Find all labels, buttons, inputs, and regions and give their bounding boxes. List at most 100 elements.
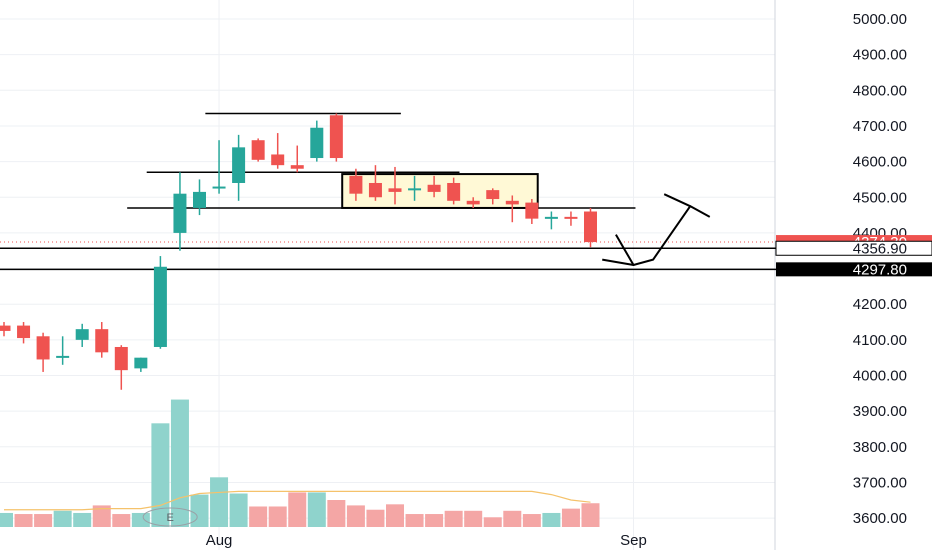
- volume-bar: [249, 506, 268, 527]
- candle: [447, 177, 461, 205]
- candle-body: [368, 182, 382, 198]
- volume-bar: [268, 506, 287, 527]
- candle: [584, 207, 597, 248]
- candle: [505, 195, 519, 223]
- candle-body: [17, 325, 31, 339]
- volume-bar: [522, 514, 541, 527]
- candle-body: [75, 329, 89, 340]
- projection-arrow-path: [615, 205, 711, 266]
- candle: [134, 357, 148, 372]
- candle: [290, 145, 304, 173]
- candle-body: [193, 191, 206, 208]
- candle-body: [232, 147, 246, 183]
- time-axis: Aug Sep: [206, 532, 647, 549]
- candle-body: [329, 115, 343, 159]
- candle-body: [36, 336, 50, 360]
- volume-bar: [288, 492, 307, 527]
- candle-body: [153, 266, 167, 347]
- candle-body: [388, 188, 402, 192]
- candle: [427, 175, 441, 198]
- candle-body: [408, 188, 422, 191]
- volume-bar: [151, 423, 170, 527]
- volume-bar: [170, 399, 189, 527]
- candle-body: [447, 182, 461, 201]
- candle-body: [310, 127, 324, 159]
- candle: [153, 256, 167, 349]
- volume-bar: [405, 514, 424, 527]
- candle: [329, 113, 343, 162]
- candle: [310, 120, 324, 162]
- support-upper-badge: [775, 240, 932, 256]
- volume-bar: [464, 510, 483, 527]
- volume-bar: [34, 514, 53, 527]
- candle: [17, 322, 31, 344]
- candle-body: [114, 346, 128, 371]
- support-lower-label: 4297.80: [853, 261, 907, 278]
- candle: [368, 165, 382, 201]
- volume-bar: [483, 517, 502, 527]
- candle-body: [56, 355, 70, 358]
- volume-bar: [229, 493, 248, 527]
- projection-arrow-head: [663, 193, 691, 208]
- candle-body: [271, 154, 285, 166]
- volume-bar: [425, 514, 444, 527]
- candle: [0, 322, 11, 337]
- candle: [564, 211, 578, 226]
- candle: [271, 133, 285, 169]
- volume-bar: [112, 514, 131, 527]
- candle-body: [427, 184, 441, 192]
- candle: [56, 336, 70, 365]
- volume-bar: [561, 508, 580, 527]
- price-tick-label: 4100.00: [853, 332, 907, 349]
- candle: [408, 175, 422, 201]
- volume-bar: [307, 492, 326, 527]
- candle-body: [486, 190, 500, 200]
- candle: [349, 168, 363, 201]
- volume-ma-line: [4, 490, 591, 511]
- candle-series: [0, 113, 597, 390]
- price-tick-label: 4200.00: [853, 296, 907, 313]
- candle: [544, 211, 558, 230]
- time-tick-label: Sep: [620, 532, 647, 549]
- candle: [486, 188, 500, 205]
- candle: [466, 197, 480, 208]
- volume-bar: [53, 510, 72, 527]
- volume-bar: [503, 510, 522, 527]
- volume-bar: [542, 512, 561, 527]
- volume-bar: [581, 503, 600, 527]
- volume-bar: [0, 512, 13, 527]
- volume-series: [0, 399, 600, 527]
- candle-body: [564, 216, 578, 219]
- earnings-event-badge: [142, 507, 198, 527]
- volume-bar: [444, 510, 463, 527]
- volume-bar: [92, 505, 111, 527]
- candle-body: [584, 211, 597, 243]
- candle: [525, 199, 539, 224]
- candle-body: [251, 140, 265, 160]
- earnings-event-label: E: [167, 512, 174, 524]
- candle-body: [525, 202, 539, 219]
- price-tick-label: 4800.00: [853, 82, 907, 99]
- price-axis: 3600.00 3700.00 3800.00 3900.00 4000.00 4100.…: [853, 11, 907, 527]
- candle: [75, 323, 89, 347]
- volume-bar: [131, 512, 150, 527]
- candle-body: [0, 325, 11, 331]
- price-tick-label: 4700.00: [853, 118, 907, 135]
- volume-bar: [73, 512, 92, 527]
- candle-body: [173, 193, 187, 233]
- volume-bar: [386, 504, 404, 527]
- price-tick-label: 4600.00: [853, 154, 907, 171]
- volume-bar: [210, 477, 229, 527]
- price-tick-label: 3600.00: [853, 510, 907, 527]
- candle: [388, 166, 402, 205]
- volume-bar: [190, 494, 209, 527]
- price-tick-label: 5000.00: [853, 11, 907, 28]
- price-tick-label: 3800.00: [853, 439, 907, 456]
- candle: [193, 179, 206, 216]
- candle-body: [212, 186, 226, 189]
- volume-bar: [327, 500, 346, 527]
- price-tick-label: 4500.00: [853, 189, 907, 206]
- candle: [95, 322, 109, 358]
